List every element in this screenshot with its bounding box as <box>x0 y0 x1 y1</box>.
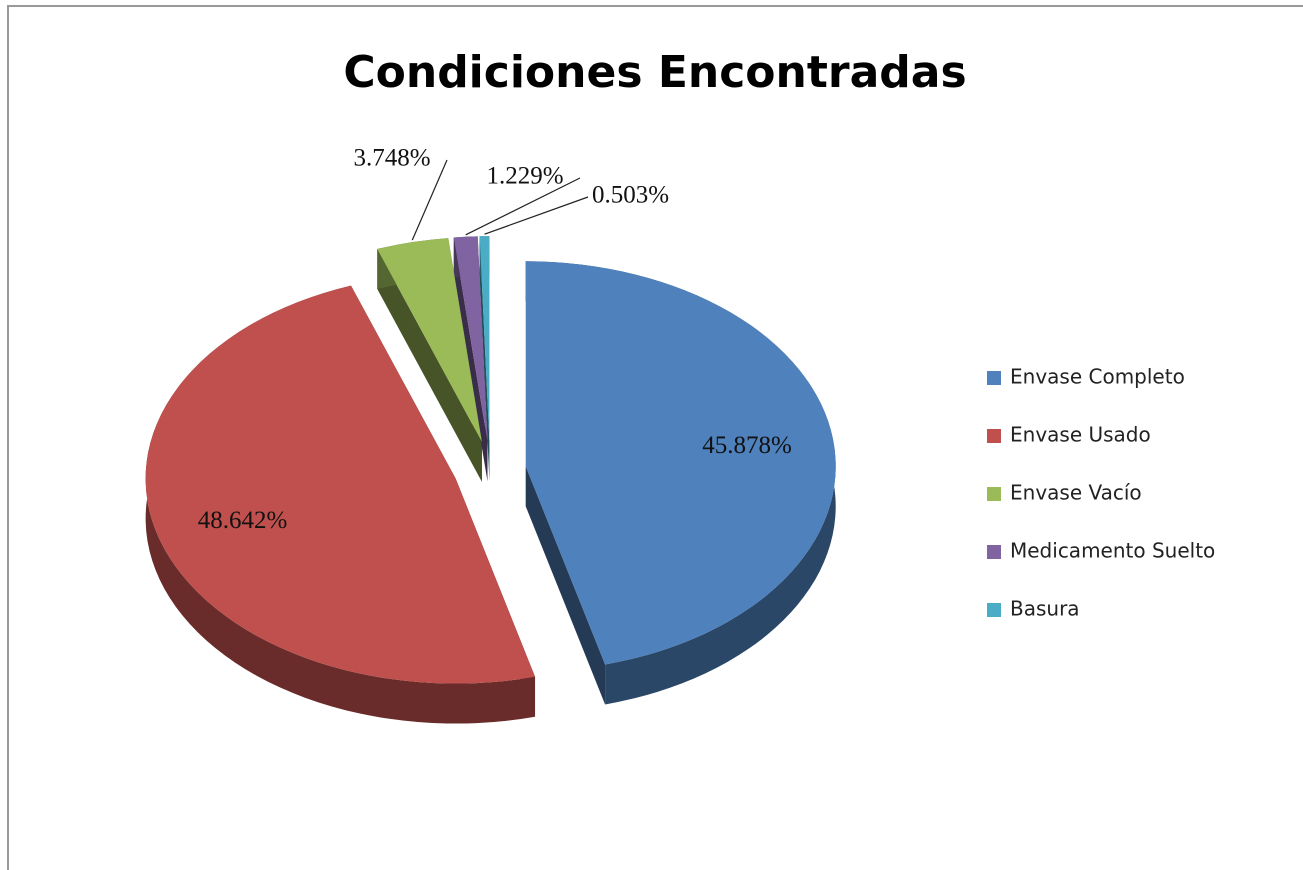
slice <box>525 261 836 665</box>
pie-labels: 45.878% 48.642% 3.748% 1.229% 0.503% <box>198 145 792 534</box>
data-label: 3.748% <box>353 145 430 172</box>
legend-swatch <box>987 545 1001 559</box>
slice <box>145 285 536 684</box>
legend-label: Medicamento Suelto <box>1010 539 1215 563</box>
slice-wall <box>525 466 606 705</box>
data-label: 48.642% <box>198 507 288 534</box>
leader-line <box>484 196 589 235</box>
pie-tops <box>145 236 836 684</box>
chart-frame <box>7 5 1303 870</box>
legend-label: Envase Vacío <box>1010 481 1142 505</box>
legend-swatch <box>987 429 1001 443</box>
legend-label: Basura <box>1010 597 1080 621</box>
legend-swatch <box>987 371 1001 385</box>
legend-swatch <box>987 603 1001 617</box>
data-label: 0.503% <box>592 182 669 209</box>
data-label: 1.229% <box>486 163 563 190</box>
legend-swatch <box>987 487 1001 501</box>
slice-wall <box>453 237 488 482</box>
legend-label: Envase Completo <box>1010 365 1185 389</box>
slice <box>377 238 482 442</box>
slice-wall <box>479 236 490 482</box>
chart-title: Condiciones Encontradas <box>343 47 966 98</box>
slice <box>453 236 488 442</box>
data-label: 45.878% <box>702 432 792 459</box>
legend: Envase Completo Envase Usado Envase Vacío M… <box>987 365 1215 621</box>
legend-label: Envase Usado <box>1010 423 1151 447</box>
leader-line <box>465 177 581 236</box>
slice <box>479 236 490 442</box>
slice-wall <box>377 248 482 482</box>
leader-line <box>411 159 448 241</box>
